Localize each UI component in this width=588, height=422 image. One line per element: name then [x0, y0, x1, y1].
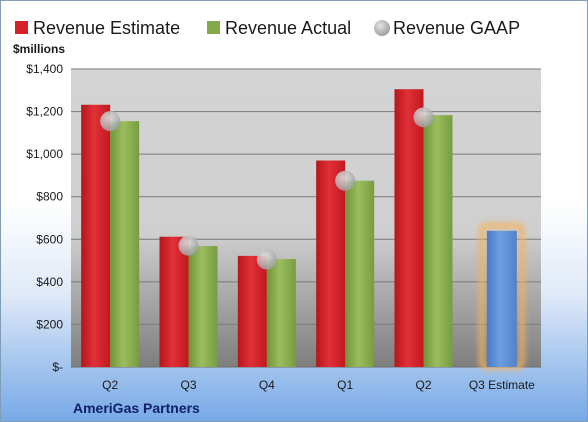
- bar-revenue-actual: [423, 115, 453, 367]
- company-name: AmeriGas Partners: [73, 400, 200, 416]
- x-tick-label: Q2: [102, 378, 118, 392]
- point-revenue-gaap: [256, 249, 277, 270]
- y-axis-unit-label: $millions: [13, 42, 65, 56]
- bar-revenue-estimate: [159, 236, 189, 367]
- legend-swatch: [374, 20, 390, 36]
- bar-revenue-estimate: [81, 104, 111, 367]
- legend-label: Revenue Actual: [225, 18, 351, 38]
- y-tick-label: $1,000: [26, 147, 63, 161]
- bar-revenue-estimate: [316, 160, 346, 367]
- bar-revenue-actual: [266, 259, 296, 367]
- bar-q3-estimate: [486, 230, 517, 367]
- legend-swatch: [15, 21, 28, 34]
- x-tick-label: Q2: [415, 378, 431, 392]
- y-tick-label: $800: [36, 190, 63, 204]
- y-tick-label: $400: [36, 275, 63, 289]
- legend-label: Revenue GAAP: [393, 18, 520, 38]
- point-revenue-gaap: [413, 107, 434, 128]
- y-tick-label: $200: [36, 317, 63, 331]
- bar-revenue-estimate: [394, 89, 424, 367]
- x-axis-ticks: Q2 Q3 Q4 Q1 Q2 Q3 Estimate: [102, 378, 535, 392]
- legend-swatch: [207, 21, 220, 34]
- bar-revenue-actual: [110, 121, 140, 368]
- plot-area: [71, 69, 541, 367]
- x-tick-label: Q1: [337, 378, 353, 392]
- y-tick-label: $-: [52, 360, 63, 374]
- x-tick-label: Q3: [180, 378, 196, 392]
- point-revenue-gaap: [178, 235, 199, 256]
- legend: Revenue Estimate Revenue Actual Revenue GA…: [15, 18, 520, 38]
- y-tick-label: $600: [36, 232, 63, 246]
- y-tick-label: $1,200: [26, 105, 63, 119]
- point-revenue-gaap: [335, 170, 356, 191]
- y-tick-label: $1,400: [26, 62, 63, 76]
- x-tick-label: Q3 Estimate: [469, 378, 535, 392]
- bar-revenue-estimate: [237, 255, 267, 367]
- gridlines: [71, 68, 541, 368]
- bars: [81, 89, 525, 370]
- legend-label: Revenue Estimate: [33, 18, 180, 38]
- point-revenue-gaap: [100, 111, 121, 132]
- bar-revenue-actual: [188, 246, 218, 367]
- bar-revenue-actual: [345, 180, 375, 367]
- y-axis-ticks: $- $200 $400 $600 $800 $1,000 $1,200 $1,400: [26, 62, 63, 374]
- x-tick-label: Q4: [259, 378, 275, 392]
